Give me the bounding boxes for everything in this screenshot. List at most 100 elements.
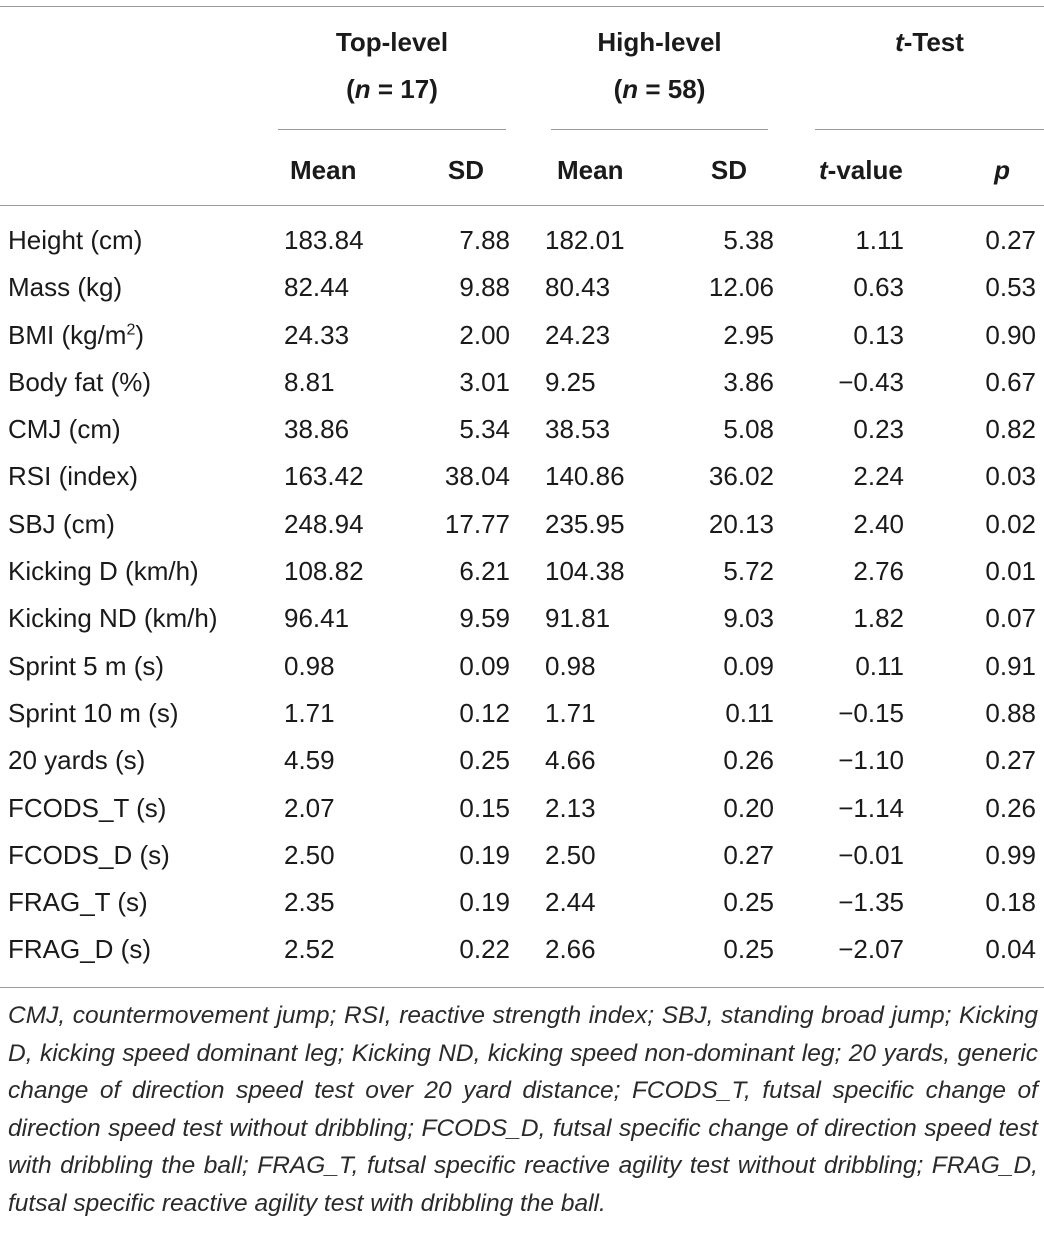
col-header-top-sd: SD xyxy=(447,155,484,185)
group-header-high-level: High-level (n = 58) xyxy=(551,27,768,104)
cell-top-sd: 2.00 xyxy=(459,319,510,350)
cell-p-value: 0.01 xyxy=(985,556,1036,587)
cell-top-mean: 8.81 xyxy=(284,366,335,397)
cell-top-mean: 2.52 xyxy=(284,934,335,965)
col-header-high-sd: SD xyxy=(710,155,747,185)
cell-high-sd: 0.09 xyxy=(723,650,774,681)
cell-top-sd: 17.77 xyxy=(444,508,510,539)
cell-top-sd: 38.04 xyxy=(444,461,510,492)
table-row: CMJ (cm) 38.86 5.34 38.53 5.08 0.23 0.82 xyxy=(0,407,1044,454)
table-row: FRAG_D (s) 2.52 0.22 2.66 0.25 −2.07 0.04 xyxy=(0,927,1044,974)
table-row: Mass (kg) 82.44 9.88 80.43 12.06 0.63 0.53 xyxy=(0,265,1044,312)
row-label: FRAG_D (s) xyxy=(8,934,151,965)
group-underline-high-level xyxy=(551,129,768,130)
cell-high-sd: 0.27 xyxy=(723,839,774,870)
cell-p-value: 0.18 xyxy=(985,887,1036,918)
row-label: FCODS_T (s) xyxy=(8,792,167,823)
cell-top-mean: 163.42 xyxy=(284,461,364,492)
table-body: Height (cm) 183.84 7.88 182.01 5.38 1.11 0.27 M… xyxy=(0,218,1044,975)
cell-top-mean: 24.33 xyxy=(284,319,350,350)
cell-t-value: 1.82 xyxy=(853,603,904,634)
cell-p-value: 0.67 xyxy=(985,366,1036,397)
cell-high-sd: 0.20 xyxy=(723,792,774,823)
row-label: Mass (kg) xyxy=(8,272,123,303)
cell-high-sd: 20.13 xyxy=(708,508,774,539)
table-top-rule xyxy=(0,6,1044,7)
cell-top-mean: 1.71 xyxy=(284,697,335,728)
cell-p-value: 0.27 xyxy=(985,225,1036,255)
t-italic: t xyxy=(819,155,828,185)
group-title: Top-level xyxy=(335,27,449,57)
cell-t-value: 2.24 xyxy=(853,461,904,492)
group-n: (n = 58) xyxy=(613,74,706,104)
table-row: Height (cm) 183.84 7.88 182.01 5.38 1.11 0.27 xyxy=(0,218,1044,265)
cell-p-value: 0.07 xyxy=(985,603,1036,634)
row-label: Kicking D (km/h) xyxy=(8,556,199,587)
cell-t-value: −2.07 xyxy=(838,934,904,965)
row-label: RSI (index) xyxy=(8,461,139,492)
cell-high-sd: 9.03 xyxy=(723,603,774,634)
row-label: 20 yards (s) xyxy=(8,745,146,776)
cell-high-sd: 3.86 xyxy=(723,366,774,397)
cell-top-sd: 5.34 xyxy=(459,414,510,445)
group-underline-t-test xyxy=(815,129,1044,130)
col-header-high-mean: Mean xyxy=(557,155,624,185)
cell-t-value: −1.14 xyxy=(838,792,904,823)
table-row: 20 yards (s) 4.59 0.25 4.66 0.26 −1.10 0.27 xyxy=(0,738,1044,785)
cell-top-sd: 0.25 xyxy=(459,745,510,776)
group-header-top-level: Top-level (n = 17) xyxy=(278,27,506,104)
col-header-p: p xyxy=(994,155,1010,185)
cell-p-value: 0.91 xyxy=(985,650,1036,681)
cell-high-sd: 5.08 xyxy=(723,414,774,445)
table-row: SBJ (cm) 248.94 17.77 235.95 20.13 2.40 0.02 xyxy=(0,502,1044,549)
cell-high-sd: 0.11 xyxy=(725,697,774,728)
cell-high-mean: 4.66 xyxy=(545,745,596,776)
t-value-rest: -value xyxy=(827,155,903,185)
cell-p-value: 0.53 xyxy=(985,272,1036,303)
row-label: Kicking ND (km/h) xyxy=(8,603,218,634)
group-title: High-level xyxy=(597,27,722,57)
cell-t-value: −0.01 xyxy=(838,839,904,870)
table-row: Kicking D (km/h) 108.82 6.21 104.38 5.72 2.76… xyxy=(0,549,1044,596)
table-bottom-rule xyxy=(0,987,1044,988)
cell-top-sd: 9.88 xyxy=(459,272,510,303)
t-test-rest: -Test xyxy=(903,27,964,57)
cell-top-sd: 0.19 xyxy=(459,839,510,870)
cell-high-mean: 2.50 xyxy=(545,839,596,870)
cell-high-mean: 9.25 xyxy=(545,366,596,397)
cell-high-mean: 2.44 xyxy=(545,887,596,918)
cell-top-sd: 0.09 xyxy=(459,650,510,681)
col-header-top-mean: Mean xyxy=(290,155,357,185)
cell-top-sd: 6.21 xyxy=(459,556,510,587)
cell-p-value: 0.88 xyxy=(985,697,1036,728)
cell-top-sd: 9.59 xyxy=(459,603,510,634)
table-row: FRAG_T (s) 2.35 0.19 2.44 0.25 −1.35 0.18 xyxy=(0,880,1044,927)
cell-p-value: 0.02 xyxy=(985,508,1036,539)
cell-high-mean: 235.95 xyxy=(545,508,625,539)
cell-high-sd: 5.38 xyxy=(723,225,774,255)
cell-p-value: 0.03 xyxy=(985,461,1036,492)
cell-p-value: 0.27 xyxy=(985,745,1036,776)
cell-t-value: −0.15 xyxy=(838,697,904,728)
cell-top-mean: 108.82 xyxy=(284,556,364,587)
table-row: RSI (index) 163.42 38.04 140.86 36.02 2.24 0.0… xyxy=(0,454,1044,501)
row-label: FCODS_D (s) xyxy=(8,839,170,870)
cell-t-value: 2.76 xyxy=(853,556,904,587)
cell-high-sd: 0.26 xyxy=(723,745,774,776)
table-row: BMI (kg/m2) 24.33 2.00 24.23 2.95 0.13 0.90 xyxy=(0,313,1044,360)
cell-t-value: 0.23 xyxy=(853,414,904,445)
cell-high-sd: 5.72 xyxy=(723,556,774,587)
cell-high-sd: 12.06 xyxy=(708,272,774,303)
row-label: Height (cm) xyxy=(8,225,143,255)
cell-t-value: 2.40 xyxy=(853,508,904,539)
table-footnote: CMJ, countermovement jump; RSI, reactive… xyxy=(8,1002,1038,1217)
group-header-t-test: t-Test xyxy=(815,27,1044,57)
table-row: FCODS_T (s) 2.07 0.15 2.13 0.20 −1.14 0.26 xyxy=(0,786,1044,833)
cell-t-value: 1.11 xyxy=(855,225,904,255)
cell-high-sd: 0.25 xyxy=(723,934,774,965)
cell-top-mean: 2.50 xyxy=(284,839,335,870)
row-label: SBJ (cm) xyxy=(8,508,115,539)
cell-top-sd: 0.19 xyxy=(459,887,510,918)
row-label: Sprint 5 m (s) xyxy=(8,650,165,681)
table-row: Kicking ND (km/h) 96.41 9.59 91.81 9.03 1.82 0… xyxy=(0,596,1044,643)
